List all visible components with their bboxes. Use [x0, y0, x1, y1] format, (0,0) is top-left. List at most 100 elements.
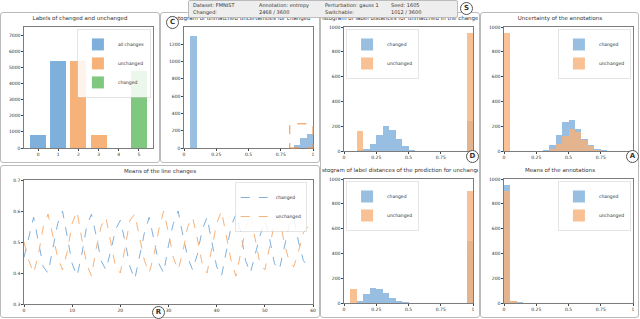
svg-text:changed: changed — [387, 194, 407, 199]
svg-text:unchanged: unchanged — [599, 61, 624, 66]
svg-text:2: 2 — [77, 152, 80, 157]
svg-text:60: 60 — [310, 308, 316, 313]
svg-text:0.75: 0.75 — [596, 307, 606, 312]
svg-text:7000: 7000 — [9, 33, 21, 38]
svg-text:0.75: 0.75 — [436, 155, 446, 160]
svg-text:Uncertainty of the annotations: Uncertainty of the annotations — [518, 15, 602, 22]
svg-text:changed: changed — [118, 80, 138, 85]
svg-text:1: 1 — [472, 307, 475, 312]
svg-text:unchanged: unchanged — [118, 61, 143, 66]
svg-text:1000: 1000 — [489, 177, 501, 182]
svg-text:5: 5 — [137, 152, 140, 157]
svg-text:1: 1 — [57, 152, 60, 157]
svg-text:800: 800 — [332, 201, 341, 206]
svg-text:400: 400 — [492, 99, 501, 104]
svg-text:0: 0 — [343, 155, 346, 160]
svg-text:800: 800 — [492, 201, 501, 206]
svg-text:0.5: 0.5 — [405, 155, 412, 160]
svg-text:1000: 1000 — [329, 177, 341, 182]
svg-text:200: 200 — [172, 128, 181, 133]
svg-text:400: 400 — [332, 251, 341, 256]
svg-text:0.25: 0.25 — [211, 152, 221, 157]
svg-text:20: 20 — [117, 308, 123, 313]
svg-text:unchanged: unchanged — [387, 61, 412, 66]
svg-text:0.7: 0.7 — [13, 178, 20, 183]
svg-text:30: 30 — [166, 308, 172, 313]
svg-text:0: 0 — [343, 307, 346, 312]
svg-text:200: 200 — [492, 276, 501, 281]
svg-text:1000: 1000 — [489, 25, 501, 30]
svg-text:Means of the annotations: Means of the annotations — [525, 167, 595, 173]
svg-text:1: 1 — [312, 152, 315, 157]
svg-text:0: 0 — [503, 307, 506, 312]
svg-text:0.75: 0.75 — [276, 152, 286, 157]
svg-text:0: 0 — [498, 149, 501, 154]
svg-text:unchanged: unchanged — [387, 213, 412, 218]
svg-text:1: 1 — [632, 307, 635, 312]
svg-text:200: 200 — [492, 124, 501, 129]
svg-text:5000: 5000 — [9, 65, 21, 70]
svg-text:0: 0 — [338, 149, 341, 154]
svg-text:800: 800 — [172, 76, 181, 81]
svg-text:0.4: 0.4 — [13, 271, 20, 276]
svg-text:changed: changed — [599, 194, 619, 199]
svg-text:unchanged: unchanged — [276, 214, 301, 219]
svg-text:0.6: 0.6 — [13, 209, 20, 214]
svg-text:Labels of changed and unchange: Labels of changed and unchanged — [33, 15, 128, 22]
svg-text:1000: 1000 — [169, 59, 181, 64]
svg-text:Means of the line changes: Means of the line changes — [124, 168, 196, 175]
svg-text:0: 0 — [23, 308, 26, 313]
svg-text:Histogram of label distances o: Histogram of label distances of the pred… — [322, 167, 478, 174]
svg-text:0: 0 — [37, 152, 40, 157]
svg-text:50: 50 — [262, 308, 268, 313]
svg-text:400: 400 — [172, 111, 181, 116]
svg-text:200: 200 — [332, 124, 341, 129]
svg-text:4: 4 — [117, 152, 120, 157]
svg-text:changed: changed — [599, 42, 619, 47]
svg-text:0: 0 — [338, 301, 341, 306]
svg-text:40: 40 — [214, 308, 220, 313]
svg-text:3: 3 — [97, 152, 100, 157]
svg-text:all changes: all changes — [118, 42, 144, 47]
svg-text:600: 600 — [492, 74, 501, 79]
svg-text:0.5: 0.5 — [245, 152, 252, 157]
svg-text:600: 600 — [172, 94, 181, 99]
svg-text:0.25: 0.25 — [531, 307, 541, 312]
svg-text:Histogram of label distances f: Histogram of label distances for unmatch… — [322, 15, 478, 22]
svg-text:0.5: 0.5 — [565, 155, 572, 160]
svg-text:0.5: 0.5 — [405, 307, 412, 312]
svg-text:Histogram of unmatched uncerta: Histogram of unmatched uncertainties for… — [169, 15, 310, 22]
svg-text:600: 600 — [492, 226, 501, 231]
svg-text:400: 400 — [492, 251, 501, 256]
svg-text:0.75: 0.75 — [436, 307, 446, 312]
svg-text:changed: changed — [387, 42, 407, 47]
svg-text:0: 0 — [18, 146, 21, 151]
svg-text:0: 0 — [178, 146, 181, 151]
svg-text:10: 10 — [69, 308, 75, 313]
svg-text:changed: changed — [276, 195, 296, 200]
svg-text:0.25: 0.25 — [371, 155, 381, 160]
svg-text:unchanged: unchanged — [599, 213, 624, 218]
svg-text:1200: 1200 — [169, 42, 181, 47]
svg-text:800: 800 — [492, 49, 501, 54]
svg-text:4000: 4000 — [9, 81, 21, 86]
svg-text:0: 0 — [498, 301, 501, 306]
svg-text:1000: 1000 — [329, 25, 341, 30]
svg-text:0: 0 — [503, 155, 506, 160]
svg-text:0.25: 0.25 — [531, 155, 541, 160]
svg-text:200: 200 — [332, 276, 341, 281]
svg-text:0.3: 0.3 — [13, 302, 20, 307]
svg-text:0.75: 0.75 — [596, 155, 606, 160]
svg-text:0.25: 0.25 — [371, 307, 381, 312]
svg-text:3000: 3000 — [9, 97, 21, 102]
svg-text:6000: 6000 — [9, 49, 21, 54]
svg-text:2000: 2000 — [9, 113, 21, 118]
svg-text:800: 800 — [332, 49, 341, 54]
svg-text:600: 600 — [332, 74, 341, 79]
svg-text:0.5: 0.5 — [565, 307, 572, 312]
svg-text:400: 400 — [332, 99, 341, 104]
svg-text:1000: 1000 — [9, 129, 21, 134]
svg-text:600: 600 — [332, 226, 341, 231]
svg-text:0: 0 — [183, 152, 186, 157]
svg-text:0.5: 0.5 — [13, 240, 20, 245]
